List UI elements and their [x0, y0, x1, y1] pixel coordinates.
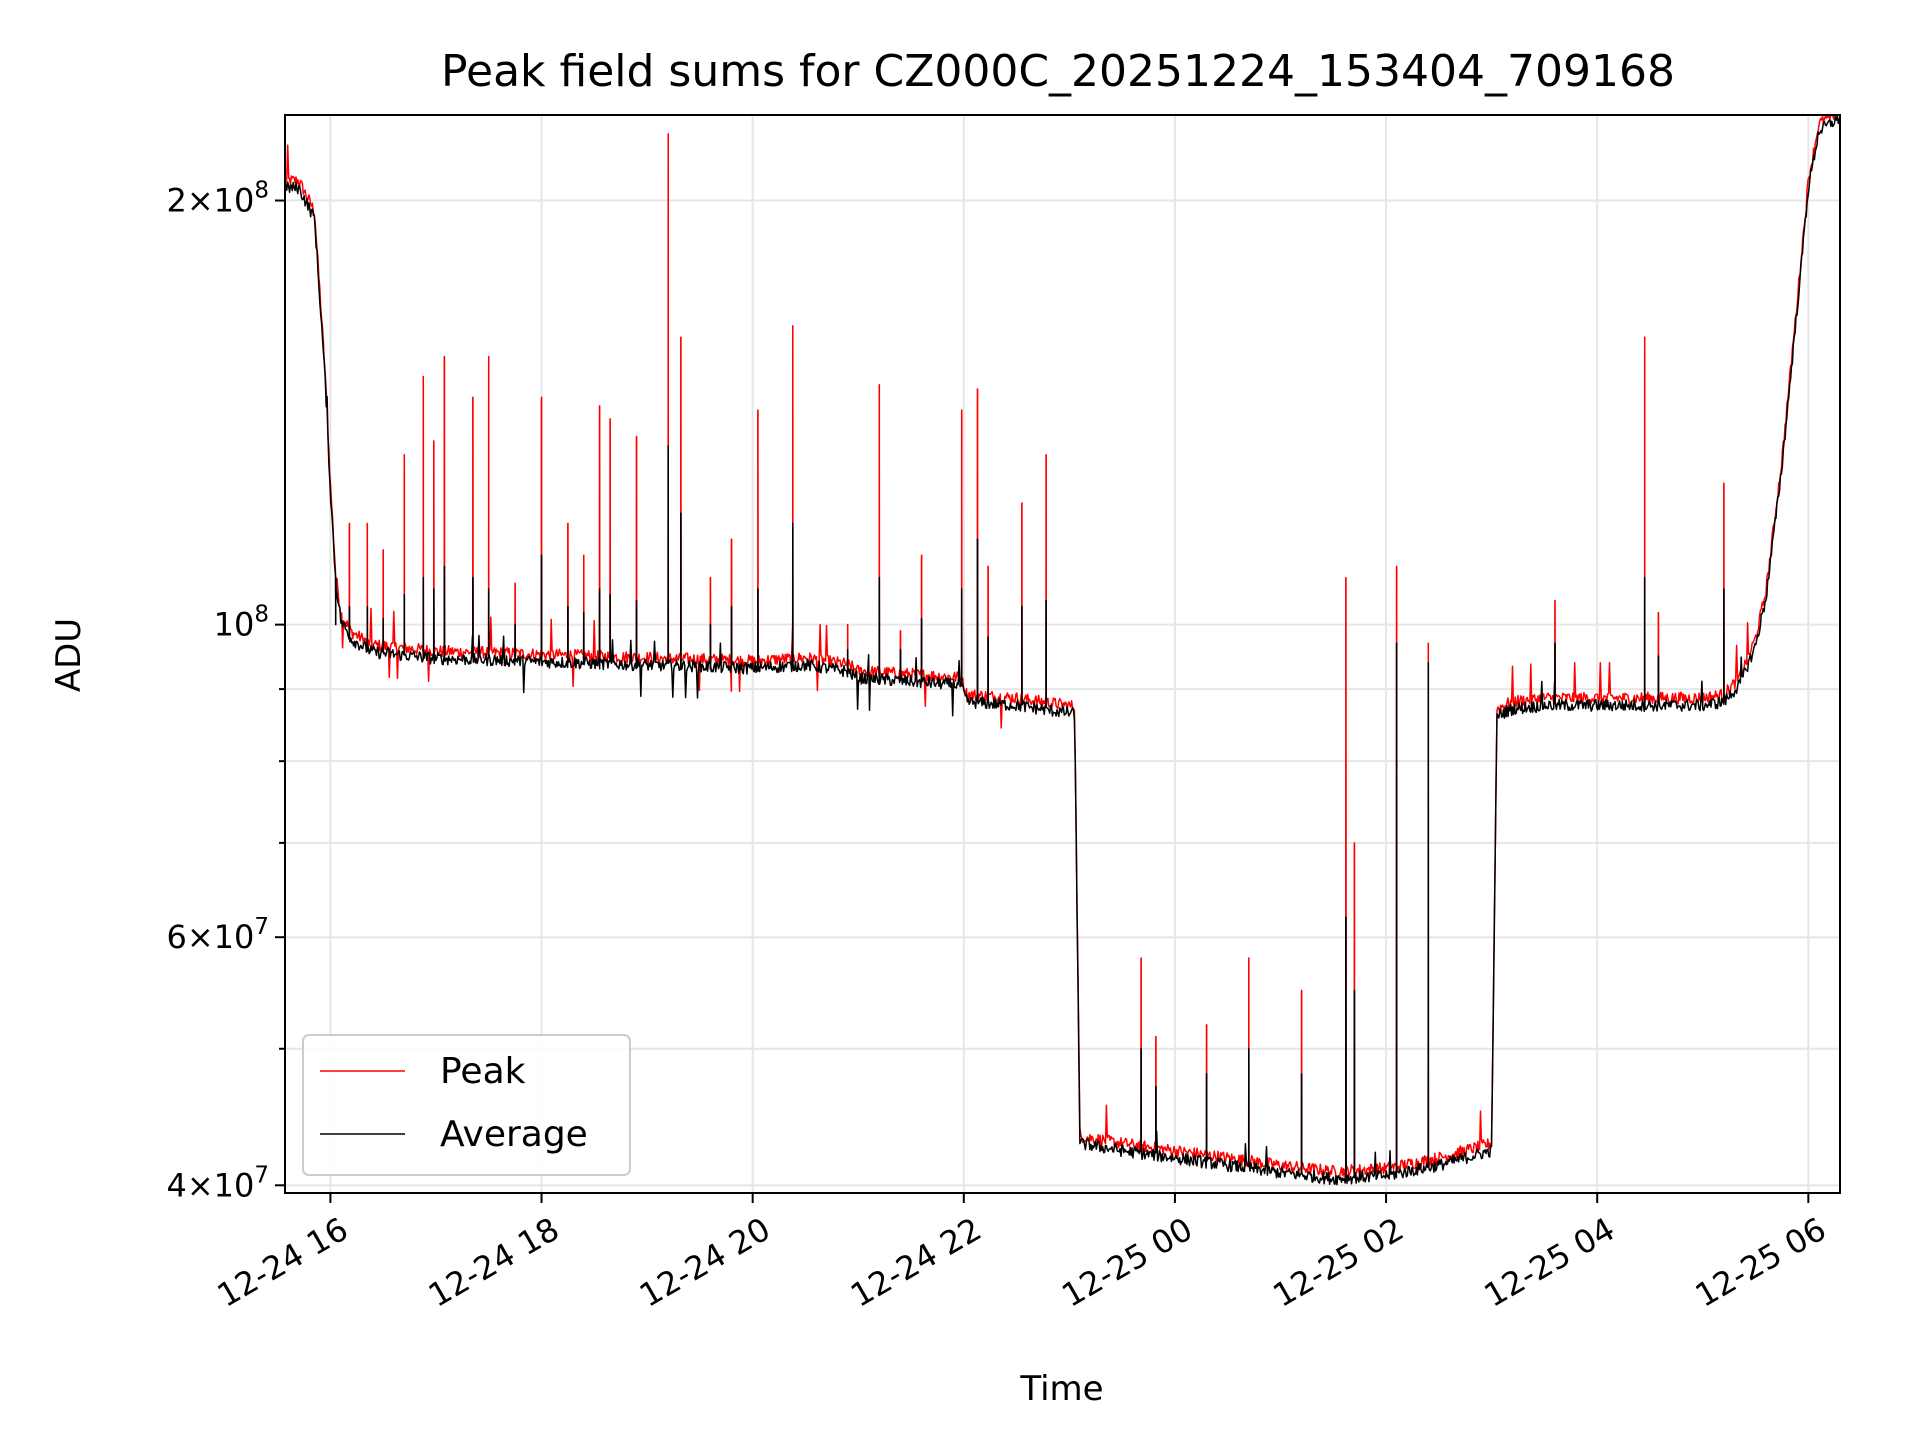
legend: Peak Average [302, 1034, 631, 1176]
y-tick-label: 108 [214, 602, 269, 644]
chart-title: Peak field sums for CZ000C_20251224_1534… [441, 46, 1675, 97]
legend-label-peak: Peak [440, 1051, 526, 1092]
y-tick-label: 4×107 [166, 1162, 269, 1204]
y-axis-label: ADU [49, 618, 89, 692]
x-axis-label: Time [1019, 1369, 1103, 1409]
legend-box [302, 1034, 631, 1176]
grid-lines [285, 115, 1840, 1193]
series-line-average [285, 115, 1840, 1186]
y-axis: 4×107 6×107 108 2×108 [166, 178, 285, 1204]
y-tick-label: 6×107 [166, 914, 269, 956]
y-tick-label: 2×108 [166, 178, 269, 220]
plot-area [285, 115, 1840, 1186]
legend-label-average: Average [440, 1114, 588, 1155]
axes-frame [284, 114, 1841, 1194]
